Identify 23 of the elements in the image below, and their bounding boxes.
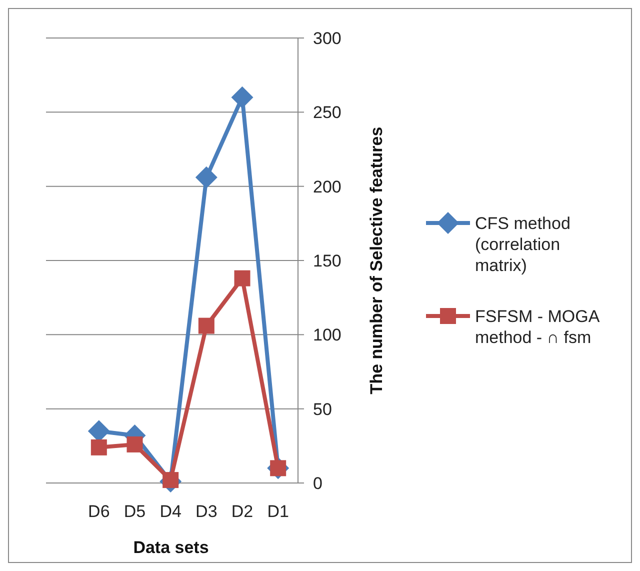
point: [198, 318, 214, 334]
x-tick-label: D2: [231, 502, 254, 521]
point: [231, 86, 254, 108]
y-axis-title: The number of Selective features: [367, 126, 386, 394]
x-tick-label: D6: [88, 502, 110, 521]
legend-label: FSFSM - MOGA method - ∩ fsm: [475, 307, 600, 347]
point: [195, 166, 218, 188]
point: [90, 439, 107, 456]
x-tick-label: D4: [160, 502, 182, 521]
x-axis-title: Data sets: [133, 538, 209, 557]
y-tick-label: 0: [313, 474, 322, 493]
y-tick-label: 100: [313, 326, 342, 345]
y-tick-label: 250: [313, 103, 342, 122]
y-tick-label: 200: [313, 177, 342, 196]
point: [234, 270, 250, 286]
y-tick-label: 150: [313, 251, 342, 270]
point: [126, 436, 143, 452]
x-tick-label: D5: [124, 502, 146, 521]
legend-label: CFS method (correlation matrix): [475, 214, 570, 275]
y-tick-label: 300: [313, 28, 342, 48]
y-tick-label: 50: [313, 400, 332, 419]
x-tick-label: D3: [196, 502, 218, 521]
x-tick-label: D1: [267, 502, 289, 521]
